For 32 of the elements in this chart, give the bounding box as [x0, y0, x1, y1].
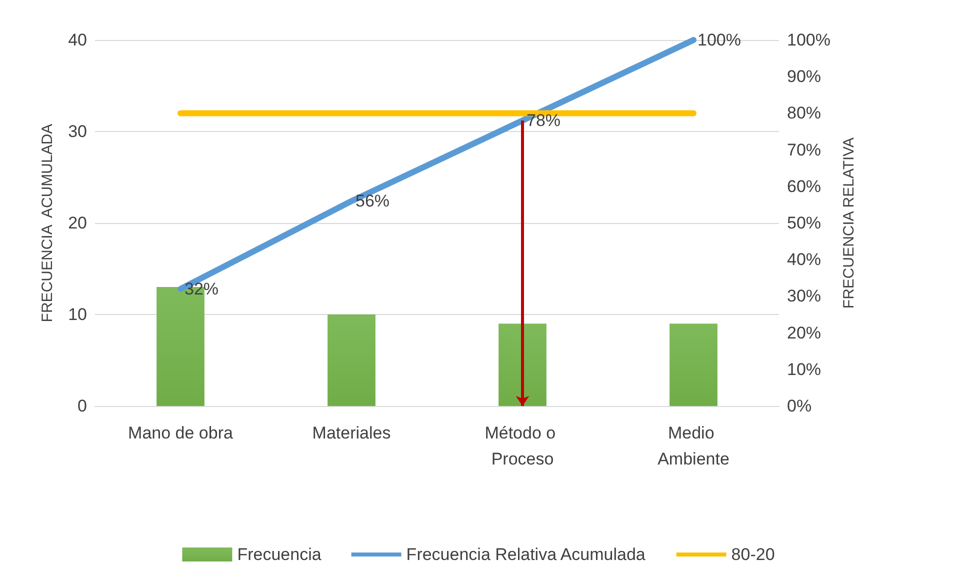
y2-axis-title: FRECUENCIA RELATIVA [840, 137, 858, 309]
y-tick-label: 30 [68, 122, 87, 141]
data-label: 56% [356, 192, 390, 211]
y-tick-label: 20 [68, 214, 87, 232]
legend-label: 80-20 [731, 545, 775, 564]
y2-tick-label: 80% [787, 104, 822, 123]
y2-tick-label: 30% [787, 286, 822, 306]
y2-tick-label: 20% [787, 323, 822, 342]
y2-tick-label: 50% [787, 214, 822, 232]
x-tick-label: Materiales [312, 424, 391, 442]
x-tick-label: Mano de obra [128, 424, 234, 442]
y-tick-label: 10 [68, 305, 87, 324]
y2-tick-label: 0% [787, 396, 812, 416]
y2-tick-label: 100% [787, 30, 830, 50]
data-label: 100% [698, 30, 741, 50]
y-tick-label: 40 [68, 30, 87, 50]
y2-tick-label: 10% [787, 360, 822, 379]
y2-tick-label: 90% [787, 67, 822, 86]
x-tick-label: Método o Proceso [484, 424, 560, 468]
legend-label: Frecuencia Relativa Acumulada [406, 545, 646, 564]
bar [328, 314, 376, 406]
bar [498, 324, 546, 406]
legend-label: Frecuencia [237, 545, 322, 564]
y-tick-label: 0 [78, 396, 87, 416]
y2-tick-label: 40% [787, 250, 822, 270]
bar [670, 324, 718, 406]
data-label: 78% [526, 111, 561, 130]
y-axis-title: FRECUENCIA ACUMULADA [39, 124, 56, 322]
x-tick-label: Medio Ambiente [658, 424, 730, 468]
y2-tick-label: 70% [787, 140, 822, 160]
y2-tick-label: 60% [787, 176, 822, 196]
data-label: 32% [184, 279, 219, 298]
